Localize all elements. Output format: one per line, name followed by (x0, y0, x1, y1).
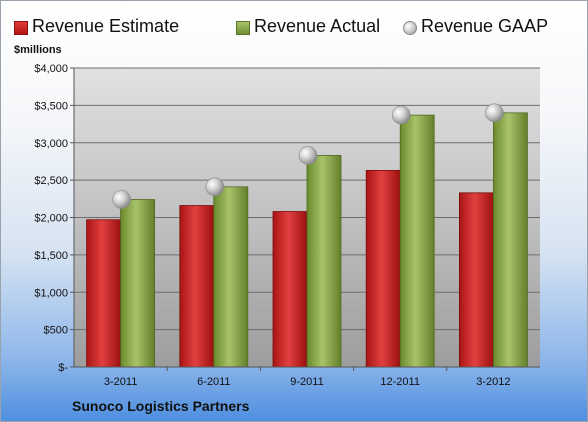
y-axis: $- $500 $1,000 $1,500 $2,000 $2,500 $3,000 $3,5… (34, 63, 75, 374)
company-name: Sunoco Logistics Partners (72, 398, 250, 414)
bar-revenue-estimate (365, 170, 401, 368)
y-tick-label: $500 (44, 325, 68, 337)
x-tick-label: 9-2011 (290, 376, 323, 388)
bar-revenue-actual (213, 186, 249, 368)
x-tick-label: 3-2011 (104, 376, 137, 388)
y-tick-label: $3,000 (34, 138, 68, 150)
y-tick-label: $1,000 (34, 287, 68, 299)
marker-revenue-gaap (298, 146, 318, 165)
bar-revenue-actual (306, 155, 342, 368)
bar-revenue-estimate (179, 205, 215, 368)
legend-label-actual: Revenue Actual (254, 16, 381, 36)
y-axis-unit-label: $millions (14, 44, 62, 56)
x-tick-label: 6-2011 (197, 376, 230, 388)
marker-revenue-gaap (112, 190, 131, 209)
marker-revenue-gaap (205, 177, 225, 197)
y-tick-label: $2,000 (34, 213, 68, 225)
y-tick-label: $4,000 (34, 63, 68, 75)
bar-revenue-estimate (272, 211, 308, 368)
legend-swatch-estimate (14, 21, 28, 35)
marker-revenue-gaap (391, 105, 411, 125)
y-tick-label: $2,500 (34, 175, 68, 187)
legend-label-gaap: Revenue GAAP (421, 16, 549, 36)
bar-revenue-estimate (458, 192, 494, 368)
bar-revenue-actual (120, 199, 155, 368)
y-tick-label: $3,500 (34, 100, 68, 112)
y-tick-label: $1,500 (34, 250, 68, 262)
legend-swatch-gaap (403, 21, 417, 35)
x-tick-label: 12-2011 (380, 376, 420, 388)
marker-revenue-gaap (485, 103, 504, 123)
x-tick-label: 3-2012 (476, 376, 510, 388)
gaap-markers (112, 103, 504, 209)
legend-label-estimate: Revenue Estimate (32, 16, 180, 36)
bar-revenue-actual (399, 114, 435, 368)
bar-revenue-actual (492, 112, 528, 368)
y-tick-label: $- (58, 362, 68, 374)
bars (86, 112, 528, 368)
x-axis: 3-2011 6-2011 9-2011 12-2011 3-2012 (74, 366, 540, 388)
bar-revenue-estimate (86, 219, 121, 368)
legend-swatch-actual (236, 21, 250, 35)
